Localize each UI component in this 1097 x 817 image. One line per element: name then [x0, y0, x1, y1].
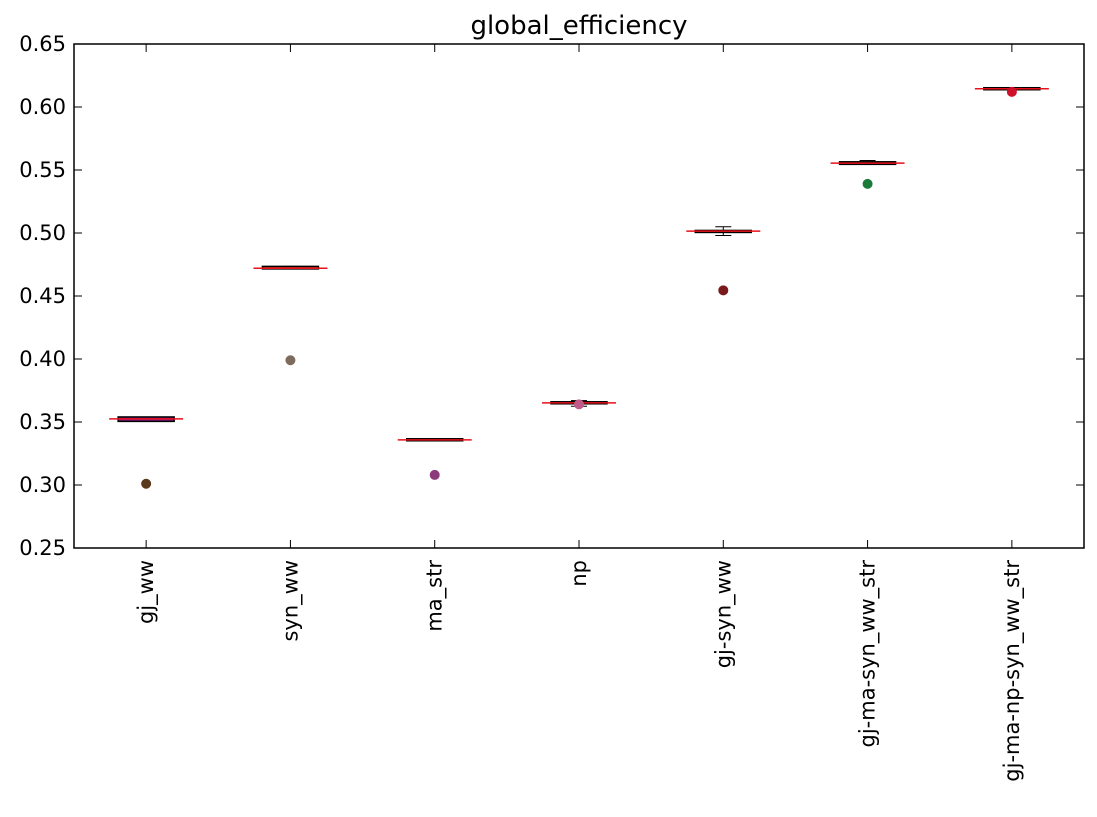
- x-tick-label: gj-syn_ww: [711, 560, 736, 668]
- outlier-point: [141, 478, 152, 489]
- outlier-point: [1006, 86, 1017, 97]
- axes-frame: [73, 43, 1085, 549]
- x-tick-label: gj-ma-syn_ww_str: [856, 560, 881, 748]
- x-tick-label: syn_ww: [278, 560, 303, 642]
- x-tick-label: gj_ww: [134, 560, 159, 624]
- outlier-point: [574, 399, 584, 410]
- chart-title: global_efficiency: [470, 11, 688, 41]
- y-tick-label: 0.55: [19, 158, 66, 182]
- y-tick-label: 0.30: [19, 473, 66, 497]
- outlier-point: [429, 469, 440, 480]
- x-tick-label: gj-ma-np-syn_ww_str: [1000, 560, 1025, 782]
- y-tick-label: 0.25: [19, 536, 66, 560]
- y-tick-label: 0.60: [19, 95, 66, 119]
- y-tick-label: 0.65: [19, 32, 66, 56]
- y-tick-label: 0.40: [19, 347, 66, 371]
- y-tick-label: 0.35: [19, 410, 66, 434]
- x-tick-label: np: [567, 560, 591, 587]
- y-tick-label: 0.45: [19, 284, 66, 308]
- y-tick-label: 0.50: [19, 221, 66, 245]
- outlier-point: [285, 355, 296, 366]
- outlier-point: [718, 285, 729, 296]
- outlier-point: [862, 178, 873, 189]
- x-tick-label: ma_str: [423, 560, 448, 632]
